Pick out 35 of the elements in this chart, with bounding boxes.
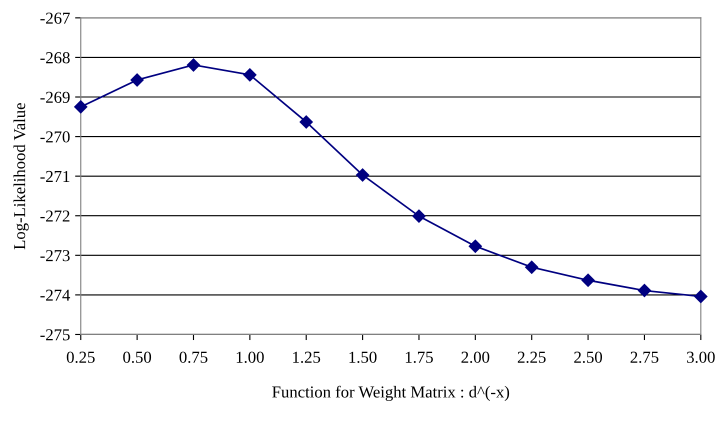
point xyxy=(243,68,256,82)
x-tick-label: 2.00 xyxy=(461,352,490,363)
x-tick-label: 3.00 xyxy=(687,352,715,363)
point xyxy=(186,58,200,72)
y-axis-title: Log-Likelihood Value xyxy=(14,103,29,250)
x-tick-label: 2.50 xyxy=(574,352,602,363)
point xyxy=(74,100,88,114)
point xyxy=(638,284,652,298)
point xyxy=(130,73,144,87)
y-tick-label: -274 xyxy=(40,290,70,301)
point xyxy=(356,168,370,182)
point xyxy=(525,260,538,274)
x-axis-title: Function for Weight Matrix : d^(-x) xyxy=(272,386,510,402)
point xyxy=(581,274,595,287)
y-tick-label: -273 xyxy=(40,250,70,262)
x-tick-label: 2.25 xyxy=(518,352,546,363)
y-tick-label: -268 xyxy=(40,52,70,64)
point xyxy=(468,240,482,253)
point xyxy=(300,115,313,129)
point xyxy=(694,290,708,304)
y-tick-label: -267 xyxy=(40,12,70,24)
x-tick-label: 0.50 xyxy=(123,352,152,363)
x-tick-label: 1.50 xyxy=(349,352,377,363)
x-tick-label: 0.25 xyxy=(66,352,95,363)
x-tick-label: 1.25 xyxy=(293,352,320,363)
y-tick-label: -271 xyxy=(40,170,70,182)
point xyxy=(412,210,426,223)
x-tick-label: 1.75 xyxy=(406,352,433,363)
y-tick-label: -270 xyxy=(40,131,70,143)
y-tick-label: -272 xyxy=(40,210,70,222)
x-tick-label: 0.75 xyxy=(180,352,208,363)
x-tick-label: 2.75 xyxy=(630,352,658,363)
y-tick-label: -269 xyxy=(40,92,70,103)
y-tick-label: -275 xyxy=(40,329,70,340)
x-tick-label: 1.00 xyxy=(236,352,264,363)
